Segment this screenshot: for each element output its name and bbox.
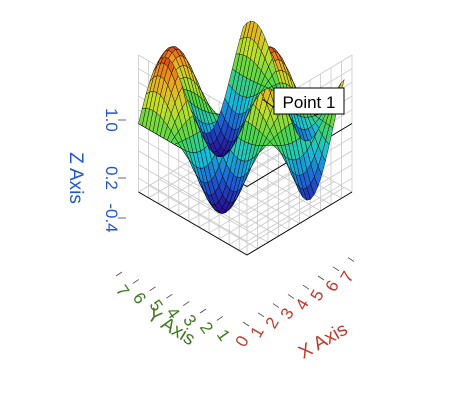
- floor-grid-line: [159, 179, 269, 243]
- y-tick: [115, 271, 123, 277]
- annotation-label: Point 1: [283, 93, 336, 112]
- y-tick-label: 6: [129, 289, 150, 308]
- x-tick-label: 1: [247, 323, 268, 341]
- y-tick-label: 1: [213, 326, 234, 345]
- y-tick: [132, 279, 140, 284]
- x-tick: [242, 321, 250, 327]
- x-tick: [347, 257, 355, 262]
- y-tick-label: 2: [196, 319, 217, 338]
- surface-patch: [239, 21, 248, 41]
- x-tick: [332, 266, 340, 272]
- z-tick-label: 1.0: [102, 108, 121, 132]
- x-tick: [302, 284, 310, 290]
- x-tick-label: 3: [277, 305, 298, 323]
- x-axis-label: X Axis: [295, 319, 351, 364]
- x-tick-label: 4: [292, 296, 313, 314]
- y-tick: [149, 286, 156, 292]
- y-tick: [182, 301, 190, 306]
- z-reference-line: [138, 191, 353, 256]
- surface-mesh: [138, 20, 345, 214]
- x-tick: [287, 294, 295, 299]
- y-tick: [166, 293, 173, 299]
- x-tick: [317, 275, 325, 281]
- x-tick-label: 0: [232, 332, 253, 350]
- annotation-layer: Point 1: [262, 87, 345, 115]
- y-tick: [199, 308, 207, 314]
- x-tick-label: 5: [307, 286, 328, 304]
- annotation-box: [273, 87, 345, 115]
- x-tick-label: 7: [337, 268, 358, 286]
- z-tick-label: 0.2: [102, 166, 121, 190]
- y-tick: [216, 316, 224, 321]
- x-tick: [257, 312, 265, 318]
- x-tick: [272, 303, 280, 308]
- z-axis-label: Z Axis: [65, 152, 86, 204]
- floor-grid-line: [148, 185, 258, 250]
- z-grid-line: [138, 177, 353, 242]
- x-tick-label: 2: [262, 314, 283, 332]
- z-tick-label: -0.4: [102, 203, 121, 232]
- x-tick-label: 6: [322, 277, 343, 295]
- y-tick-label: 7: [112, 282, 133, 301]
